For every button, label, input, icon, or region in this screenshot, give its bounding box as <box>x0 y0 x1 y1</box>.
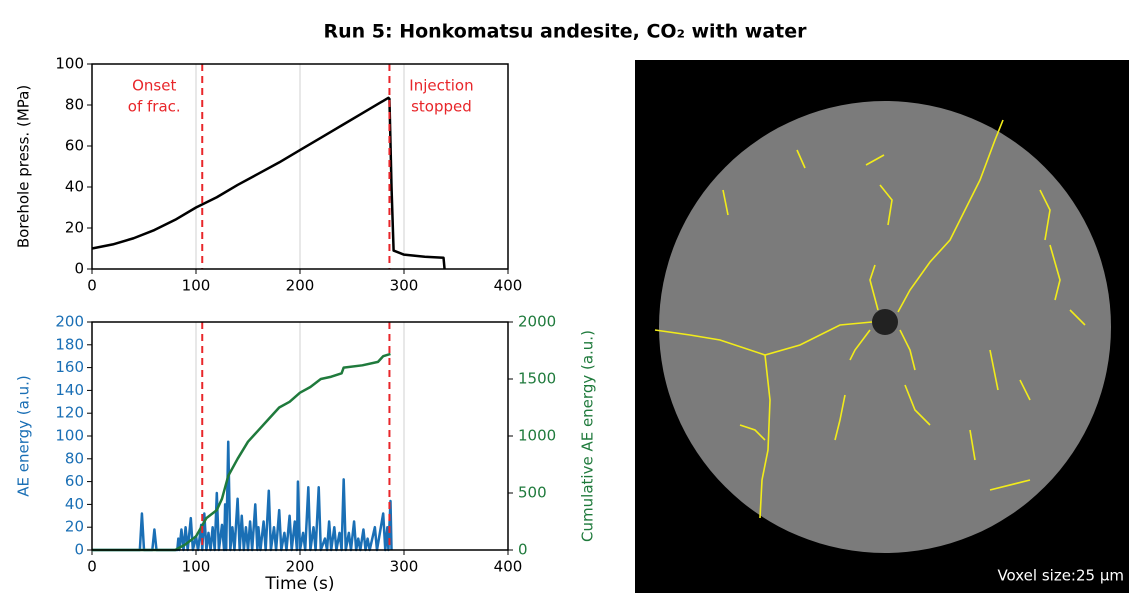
data-line <box>92 352 391 552</box>
fracture <box>869 264 879 311</box>
y-tick-label: 20 <box>65 518 84 536</box>
y-tick-label: 0 <box>74 260 84 278</box>
y-tick-label: 160 <box>55 358 84 376</box>
fracture <box>865 154 885 166</box>
x-tick-label: 300 <box>390 277 419 295</box>
y-tick-label: 120 <box>55 404 84 422</box>
y-axis-label: Borehole press. (MPa) <box>15 85 33 248</box>
x-axis-label: Time (s) <box>264 574 334 594</box>
x-tick-label: 0 <box>87 277 97 295</box>
y-tick-label: 80 <box>65 449 84 467</box>
event-annotation: Onset <box>132 77 176 95</box>
y-tick-label: 60 <box>65 472 84 490</box>
y2-tick-label: 2000 <box>518 313 556 331</box>
y-tick-label: 40 <box>65 178 84 196</box>
y-tick-label: 100 <box>55 55 84 73</box>
fracture <box>969 429 976 461</box>
x-tick-label: 0 <box>87 558 97 576</box>
x-tick-label: 300 <box>390 558 419 576</box>
fractures <box>654 119 1086 519</box>
fracture <box>1039 189 1051 241</box>
y-tick-label: 180 <box>55 335 84 353</box>
y-tick-label: 60 <box>65 137 84 155</box>
event-annotation: stopped <box>411 98 472 116</box>
fracture <box>899 329 916 371</box>
fracture <box>1019 379 1031 401</box>
fracture <box>879 184 893 226</box>
fracture <box>1049 244 1061 301</box>
x-tick-label: 100 <box>182 277 211 295</box>
y2-tick-label: 500 <box>518 484 547 502</box>
fracture <box>834 394 846 441</box>
fracture <box>796 149 806 169</box>
x-tick-label: 100 <box>182 558 211 576</box>
data-line <box>92 440 393 552</box>
x-tick-label: 200 <box>286 277 315 295</box>
borehole <box>872 309 898 335</box>
x-tick-label: 400 <box>494 558 523 576</box>
y-tick-label: 140 <box>55 381 84 399</box>
fracture <box>1069 309 1086 326</box>
y2-tick-label: 1000 <box>518 427 556 445</box>
y-tick-label: 100 <box>55 427 84 445</box>
fracture <box>989 479 1031 491</box>
fracture <box>849 329 871 361</box>
y-tick-label: 40 <box>65 495 84 513</box>
plot-frame <box>91 63 509 270</box>
figure-title: Run 5: Honkomatsu andesite, CO₂ with wat… <box>323 21 807 43</box>
y2-axis-label: Cumulative AE energy (a.u.) <box>579 330 597 542</box>
y-tick-label: 200 <box>55 313 84 331</box>
y-tick-label: 80 <box>65 96 84 114</box>
x-tick-label: 400 <box>494 277 523 295</box>
fracture <box>722 189 729 216</box>
image-caption: Voxel size:25 µm <box>997 567 1124 585</box>
y-tick-label: 20 <box>65 219 84 237</box>
event-annotation: of frac. <box>128 98 181 116</box>
ct-image: Voxel size:25 µm <box>635 60 1129 593</box>
plot-frame <box>91 321 509 551</box>
event-annotation: Injection <box>409 77 473 95</box>
fracture <box>759 354 771 519</box>
y-tick-label: 0 <box>74 541 84 559</box>
fracture <box>989 349 999 391</box>
fracture <box>739 424 766 441</box>
y-axis-label: AE energy (a.u.) <box>15 375 33 496</box>
data-line <box>91 96 446 270</box>
y2-tick-label: 0 <box>518 541 528 559</box>
fracture <box>904 384 931 426</box>
x-tick-label: 200 <box>286 558 315 576</box>
y2-tick-label: 1500 <box>518 370 556 388</box>
fracture <box>897 119 1004 313</box>
